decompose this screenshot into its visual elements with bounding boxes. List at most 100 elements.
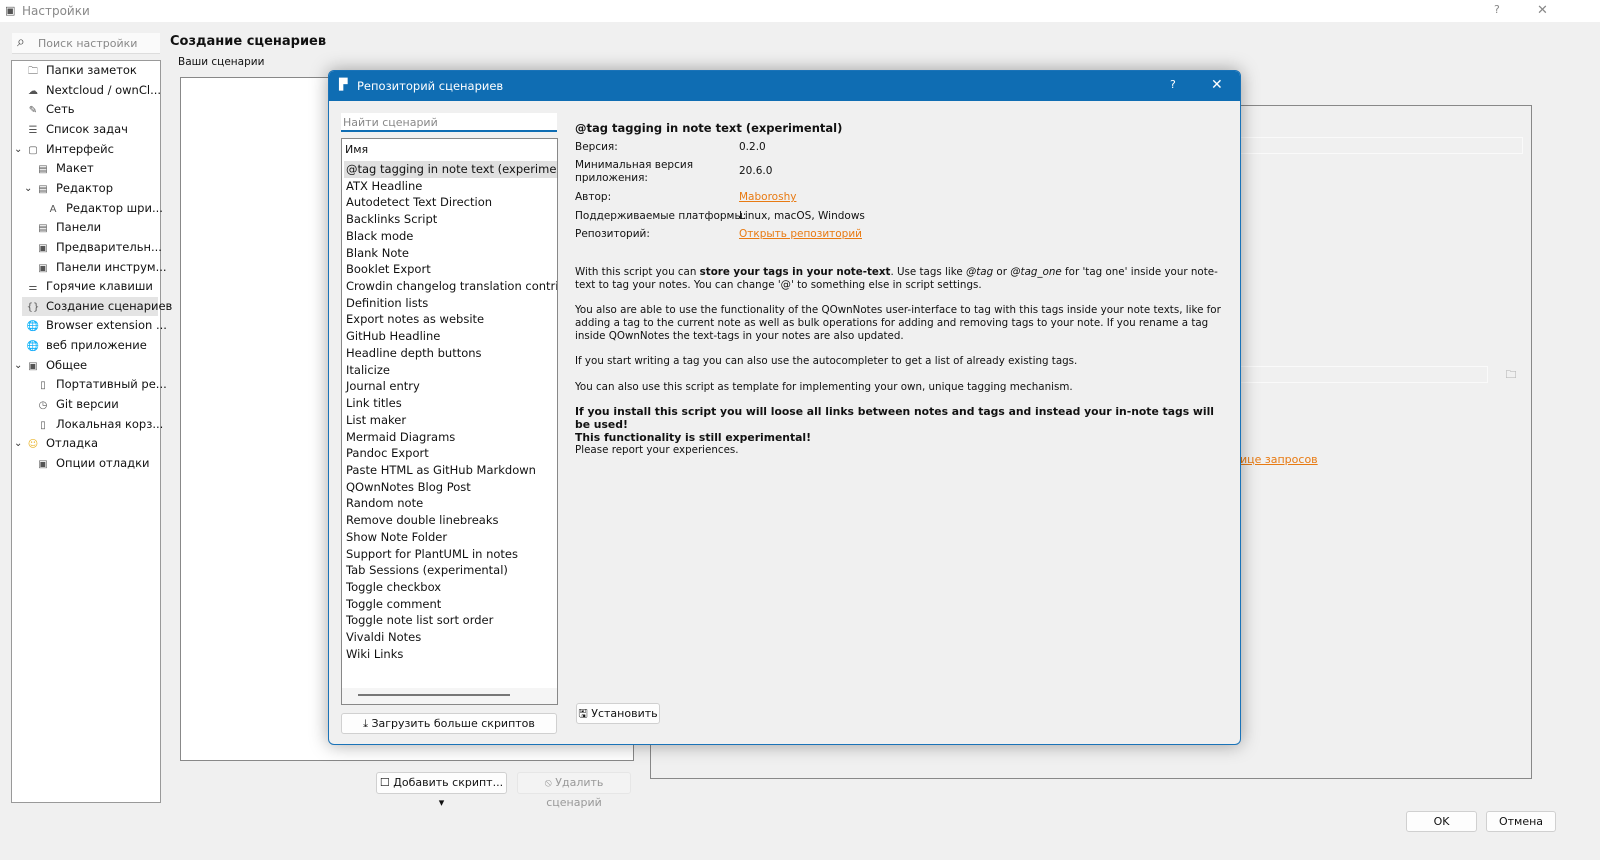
script-list-item[interactable]: Toggle comment <box>346 596 442 611</box>
sidebar-item[interactable]: ▣ Панели инструм... <box>36 258 167 277</box>
column-header-name[interactable]: Имя ˆ <box>342 139 557 159</box>
settings-search-input[interactable]: ⌕ Поиск настройки <box>12 33 160 54</box>
warning-text: If you install this script you will loos… <box>575 405 1214 431</box>
dialog-close-button[interactable]: ✕ <box>1211 77 1223 93</box>
script-list-item[interactable]: Black mode <box>346 228 414 243</box>
sidebar-item-label: Опции отладки <box>56 456 150 470</box>
script-list-item[interactable]: Autodetect Text Direction <box>346 195 493 210</box>
sidebar-item-label: Общее <box>46 357 88 372</box>
sidebar-item[interactable]: ⌄ ☺ Отладка <box>14 434 99 453</box>
network-icon: ✎ <box>28 105 38 117</box>
sidebar-item[interactable]: ⌄ ▤ Редактор <box>24 179 113 198</box>
folder-icon[interactable]: 🗀 <box>1505 368 1517 381</box>
settings-tree[interactable]: 🗀 Папки заметок ☁ Nextcloud / ownCl... ✎ Сеть… <box>11 60 172 803</box>
add-script-button[interactable]: ☐ Добавить скрипт... ▾ <box>376 772 507 809</box>
dialog-help-button[interactable]: ? <box>1170 78 1176 91</box>
load-more-scripts-button[interactable]: ⤓ Загрузить больше скриптов <box>341 713 557 734</box>
sidebar-item-label: Редактор шри... <box>66 200 163 215</box>
sidebar-item[interactable]: ▣ Опции отладки <box>36 454 150 473</box>
script-list-item[interactable]: Paste HTML as GitHub Markdown <box>346 462 536 477</box>
editor-icon: ▤ <box>38 183 48 195</box>
script-repository-dialog: ▛ Репозиторий сценариев ? ✕ Найти сценар… <box>328 70 1241 745</box>
sidebar-item[interactable]: ▤ Панели <box>36 218 101 237</box>
sidebar-item[interactable]: ⌄ ▢ Интерфейс <box>14 140 114 159</box>
script-search-input[interactable]: Найти сценарий <box>341 113 557 132</box>
script-list-item[interactable]: ATX Headline <box>346 178 423 193</box>
chevron-down-icon[interactable]: ⌄ <box>14 359 23 371</box>
script-list-item[interactable]: Journal entry <box>346 379 420 394</box>
folder-icon: 🗀 <box>28 66 38 77</box>
script-list-item[interactable]: Random note <box>346 496 424 511</box>
script-list-item[interactable]: Backlinks Script <box>346 212 438 227</box>
sidebar-item[interactable]: ▤ Макет <box>36 159 93 178</box>
sidebar-item[interactable]: 🌐 веб приложение <box>26 336 147 355</box>
sidebar-item[interactable]: ▣ Предварительн... <box>36 238 162 257</box>
script-list-item[interactable]: Definition lists <box>346 295 429 310</box>
script-list-item[interactable]: Vivaldi Notes <box>346 630 422 645</box>
sidebar-item[interactable]: ▯ Портативный ре... <box>36 375 167 394</box>
sidebar-item[interactable]: A Редактор шри... <box>46 199 163 218</box>
repository-link[interactable]: Открыть репозиторий <box>739 228 862 240</box>
issues-link[interactable]: ице запросов <box>1240 453 1318 466</box>
cancel-button[interactable]: Отмена <box>1486 811 1556 832</box>
script-list-item[interactable]: GitHub Headline <box>346 329 441 344</box>
close-button[interactable]: ✕ <box>1537 3 1548 18</box>
sidebar-item[interactable]: ☁ Nextcloud / ownCl... <box>26 81 161 100</box>
script-list-item[interactable]: Export notes as website <box>346 312 485 327</box>
script-list-item[interactable]: Mermaid Diagrams <box>346 429 456 444</box>
script-list-item[interactable]: Wiki Links <box>346 646 404 661</box>
help-button[interactable]: ? <box>1494 3 1500 16</box>
sidebar-item-label: Browser extension ... <box>46 318 167 333</box>
author-label: Автор: <box>575 191 612 203</box>
chevron-down-icon[interactable]: ⌄ <box>14 143 23 155</box>
description-paragraph-1: With this script you can store your tags… <box>575 266 1218 291</box>
interface-icon: ▢ <box>28 144 38 156</box>
script-list-item[interactable]: Remove double linebreaks <box>346 513 499 528</box>
min-version-value: 20.6.0 <box>739 165 773 177</box>
dialog-title: Репозиторий сценариев <box>357 79 504 93</box>
script-list-item[interactable]: Toggle checkbox <box>346 580 442 594</box>
script-list-item[interactable]: Blank Note <box>346 245 409 260</box>
script-list-item[interactable]: Tab Sessions (experimental) <box>346 563 508 578</box>
script-list-item[interactable]: Toggle note list sort order <box>346 613 494 628</box>
author-link[interactable]: Maboroshy <box>739 191 797 203</box>
sidebar-item[interactable]: ⚌ Горячие клавиши <box>26 277 153 296</box>
script-list-item[interactable]: Link titles <box>346 396 402 411</box>
script-icon: {} <box>26 301 40 313</box>
sidebar-item-label: Панели инструм... <box>56 259 167 274</box>
script-list-item[interactable]: Headline depth buttons <box>346 345 482 360</box>
sidebar-item-label: веб приложение <box>46 338 147 353</box>
install-button[interactable]: 🖫 Установить <box>576 703 660 724</box>
layout-icon: ▤ <box>38 164 48 176</box>
script-list-item[interactable]: Booklet Export <box>346 262 431 277</box>
chevron-down-icon[interactable]: ⌄ <box>24 182 33 194</box>
group-label: Ваши сценарии <box>178 56 265 68</box>
sidebar-item[interactable]: ⌄ ▣ Общее <box>14 356 88 375</box>
sidebar-item[interactable]: 🌐 Browser extension ... <box>26 316 167 335</box>
sidebar-item[interactable]: ◷ Git версии <box>36 395 119 414</box>
script-list-item[interactable]: Support for PlantUML in notes <box>346 546 519 561</box>
sidebar-item-label: Локальная корз... <box>56 416 164 431</box>
ok-button[interactable]: OK <box>1406 811 1477 832</box>
script-list[interactable]: Имя ˆ @tag tagging in note text (experime… <box>341 138 558 705</box>
sidebar-item[interactable]: ▯ Локальная корз... <box>36 415 163 434</box>
scrollbar-thumb[interactable] <box>358 694 510 696</box>
script-list-item[interactable]: List maker <box>346 412 407 427</box>
path-field[interactable] <box>1240 366 1488 383</box>
sidebar-item-label: Отладка <box>46 436 99 451</box>
settings-field[interactable] <box>1240 137 1523 154</box>
sidebar-item[interactable]: ✎ Сеть <box>26 100 75 119</box>
script-list-item[interactable]: @tag tagging in note text (experimental) <box>344 161 557 178</box>
sidebar-item[interactable]: {} Создание сценариев <box>22 296 172 316</box>
script-list-item[interactable]: Show Note Folder <box>346 529 448 544</box>
script-list-item[interactable]: Crowdin changelog translation contributi <box>346 279 558 294</box>
script-list-item[interactable]: QOwnNotes Blog Post <box>346 479 471 494</box>
sidebar-item[interactable]: 🗀 Папки заметок <box>26 61 137 80</box>
script-list-item[interactable]: Italicize <box>346 362 390 377</box>
remove-script-button[interactable]: ⦸ Удалить сценарий <box>517 772 631 809</box>
chevron-down-icon[interactable]: ⌄ <box>14 438 23 450</box>
sidebar-item-label: Редактор <box>56 180 113 195</box>
script-list-item[interactable]: Pandoc Export <box>346 446 429 461</box>
sidebar-item[interactable]: ☰ Список задач <box>26 120 128 139</box>
horizontal-scrollbar[interactable] <box>342 688 557 704</box>
